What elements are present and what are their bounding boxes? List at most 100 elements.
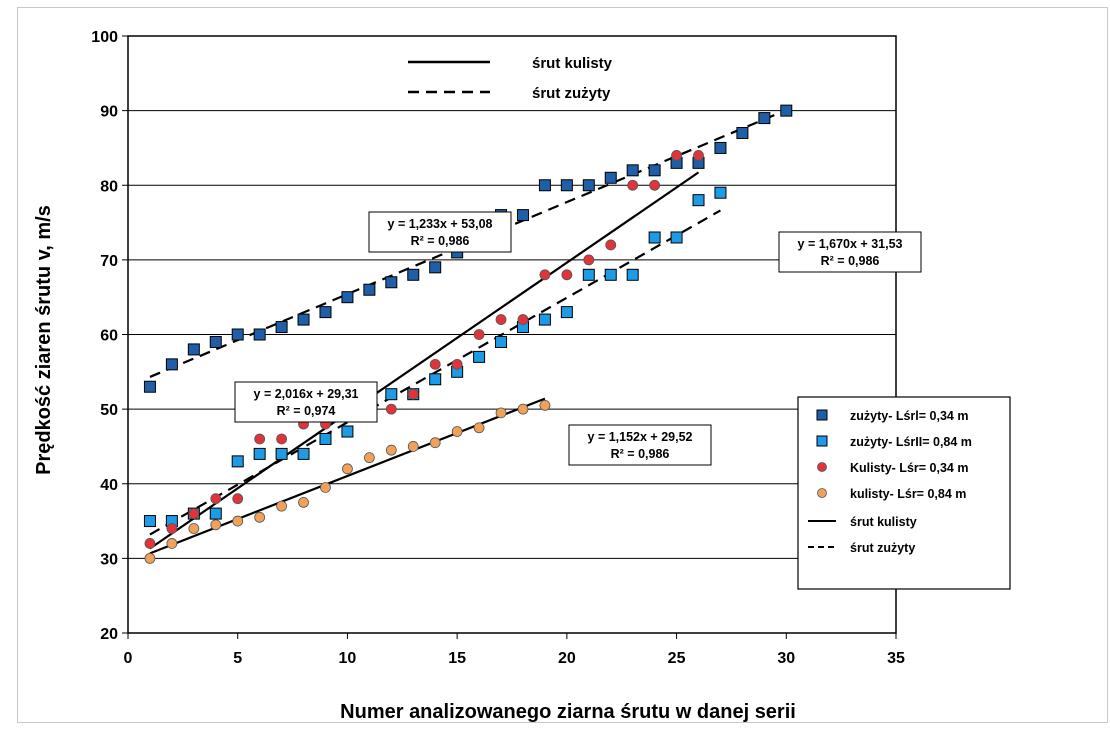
equation-box (778, 231, 922, 273)
trendline (149, 171, 700, 550)
data-point (538, 179, 551, 192)
data-point (319, 432, 332, 445)
data-point (495, 314, 507, 325)
data-point (604, 171, 617, 184)
x-tick-label: 20 (558, 650, 576, 667)
data-point (385, 403, 397, 415)
axes: 20 30 40 50 60 70 80 90 100 0 5 10 15 20 25 30 35 (91, 29, 905, 667)
data-point (429, 261, 442, 274)
y-tick-label: 60 (100, 328, 118, 345)
trendline (149, 209, 722, 536)
data-point (166, 538, 178, 549)
r-squared-text: R² = 0,986 (611, 447, 670, 461)
data-point (451, 426, 463, 437)
y-tick-label: 50 (100, 402, 118, 419)
data-point (188, 523, 200, 534)
data-point (736, 127, 749, 140)
data-point (693, 149, 704, 161)
x-tick-label: 30 (777, 650, 795, 667)
data-point (780, 104, 793, 117)
data-point (341, 291, 354, 304)
data-point (232, 515, 244, 527)
legend-marker (816, 435, 828, 447)
data-point (363, 452, 375, 464)
y-axis-title: Prędkość ziaren śrutu v, m/s (33, 205, 55, 475)
data-point (758, 112, 771, 125)
equation-box (234, 381, 378, 423)
data-point (714, 186, 727, 199)
data-point (143, 380, 156, 393)
data-point (253, 328, 266, 341)
data-point (604, 268, 617, 281)
data-point (298, 497, 309, 508)
top-legend: śrut kulisty śrut zużyty (408, 55, 613, 102)
equation-text: y = 1,152x + 29,52 (588, 430, 693, 444)
y-tick-label: 100 (91, 29, 118, 46)
data-point (473, 422, 485, 434)
data-point (429, 373, 442, 386)
data-point (320, 482, 331, 493)
data-point (473, 350, 486, 363)
data-point (319, 306, 332, 319)
data-point (363, 283, 376, 296)
data-point (232, 493, 244, 505)
data-point (276, 500, 288, 512)
data-point (692, 194, 705, 207)
y-tick-label: 80 (100, 178, 118, 195)
legend-label: Kulisty- Lśr= 0,34 m (850, 461, 968, 475)
legend-marker (816, 409, 828, 421)
data-point (407, 388, 419, 400)
data-point (649, 179, 661, 191)
legend-marker (817, 488, 827, 498)
data-point (473, 329, 485, 340)
x-tick-label: 25 (668, 650, 686, 667)
data-point (407, 268, 420, 281)
legend-label: śrut zużyty (850, 541, 915, 555)
data-point (385, 444, 397, 456)
top-legend-label: śrut zużyty (532, 85, 611, 102)
data-point (539, 269, 551, 281)
data-point (341, 425, 354, 438)
data-point (254, 511, 266, 523)
data-point (538, 313, 551, 326)
equation-text: y = 1,233x + 53,08 (388, 217, 493, 231)
data-point (561, 269, 573, 281)
data-point (188, 508, 200, 519)
x-tick-label: 0 (124, 650, 133, 667)
y-tick-label: 70 (100, 253, 118, 270)
chart-border (17, 7, 1108, 723)
data-point (143, 515, 156, 528)
data-point (582, 268, 595, 281)
data-point (560, 179, 573, 192)
data-point (671, 149, 682, 161)
data-point (626, 268, 639, 281)
r-squared-text: R² = 0,974 (277, 404, 336, 418)
data-point (582, 179, 595, 192)
data-point (429, 358, 441, 370)
data-point (648, 231, 661, 244)
data-point (583, 254, 595, 266)
data-point (254, 433, 266, 445)
y-tick-label: 90 (100, 104, 118, 121)
data-point (342, 463, 353, 475)
data-point (670, 231, 683, 244)
y-tick-label: 20 (100, 626, 118, 643)
data-point (209, 335, 222, 348)
data-point (144, 552, 156, 564)
data-point (209, 507, 222, 520)
legend-label: kulisty- Lśr= 0,84 m (850, 487, 966, 501)
x-tick-label: 10 (339, 650, 357, 667)
legend-label: zużyty- Lśrl= 0,34 m (850, 409, 968, 423)
data-point (210, 519, 222, 531)
data-point (627, 179, 639, 191)
data-point (166, 523, 178, 534)
data-point (210, 493, 222, 505)
data-point (253, 447, 266, 460)
r-squared-text: R² = 0,986 (411, 234, 470, 248)
data-point (451, 358, 463, 370)
data-point (275, 321, 288, 334)
x-tick-label: 15 (448, 650, 466, 667)
data-point (385, 388, 398, 401)
data-point (495, 335, 508, 348)
